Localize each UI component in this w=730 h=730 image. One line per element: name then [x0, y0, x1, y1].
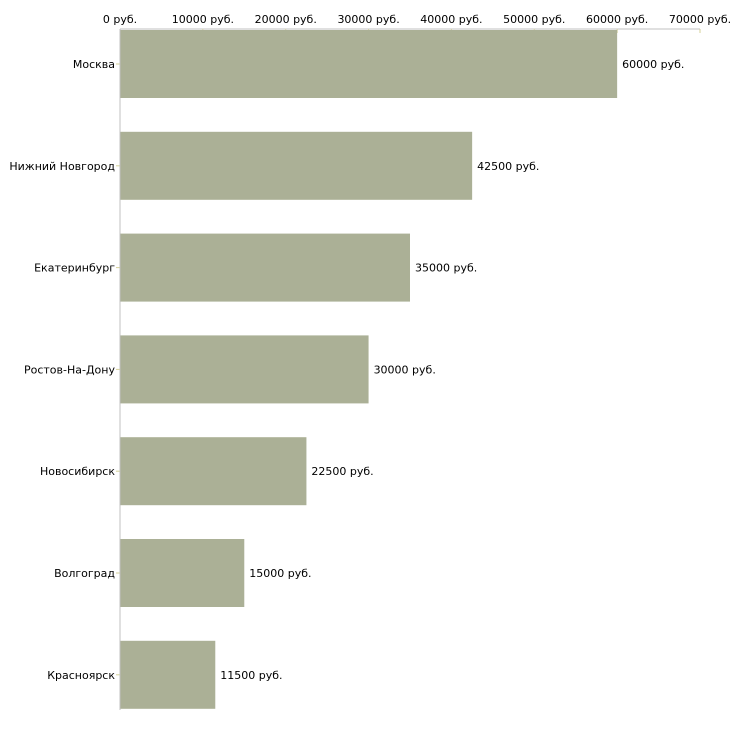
data-label: 30000 руб.	[374, 363, 436, 376]
x-tick-label: 0 руб.	[103, 13, 137, 26]
data-label: 22500 руб.	[311, 465, 373, 478]
data-label: 11500 руб.	[220, 669, 282, 682]
x-tick-label: 70000 руб.	[669, 13, 730, 26]
bar	[120, 233, 410, 302]
x-tick-label: 50000 руб.	[503, 13, 565, 26]
x-tick-label: 40000 руб.	[420, 13, 482, 26]
x-tick-label: 60000 руб.	[586, 13, 648, 26]
x-tick-label: 10000 руб.	[172, 13, 234, 26]
bar	[120, 539, 245, 607]
bar	[120, 131, 473, 200]
category-label: Москва	[73, 58, 115, 71]
category-label: Новосибирск	[40, 465, 115, 478]
x-tick-label: 30000 руб.	[337, 13, 399, 26]
bar	[120, 640, 216, 709]
data-label: 15000 руб.	[249, 567, 311, 580]
bar	[120, 30, 618, 98]
category-label: Красноярск	[47, 669, 115, 682]
data-label: 42500 руб.	[477, 160, 539, 173]
bar	[120, 437, 307, 506]
category-label: Екатеринбург	[34, 262, 115, 275]
category-label: Ростов-На-Дону	[24, 363, 115, 376]
category-label: Нижний Новгород	[9, 160, 115, 173]
data-label: 35000 руб.	[415, 262, 477, 275]
data-label: 60000 руб.	[622, 58, 684, 71]
bar	[120, 335, 369, 404]
x-tick-label: 20000 руб.	[255, 13, 317, 26]
category-label: Волгоград	[54, 567, 115, 580]
